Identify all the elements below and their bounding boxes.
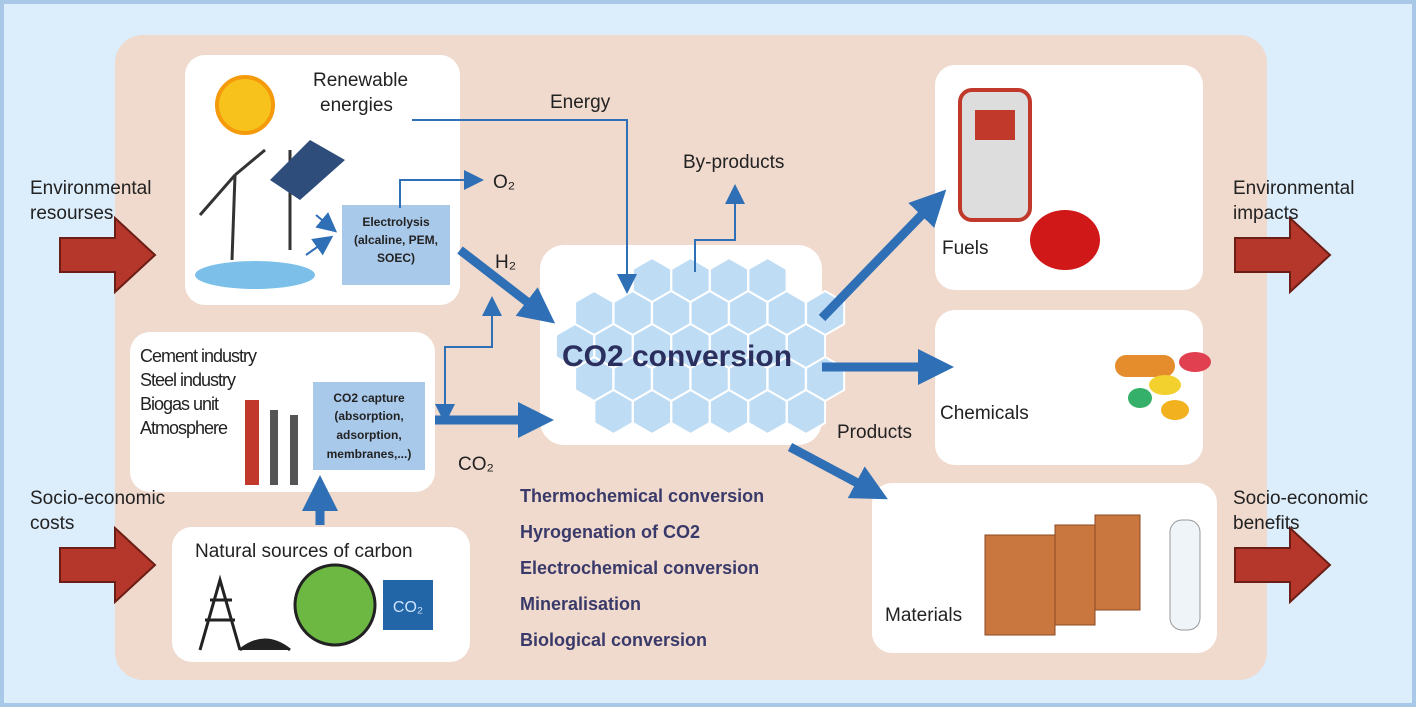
- electrolysis-label: SOEC): [377, 251, 415, 265]
- flow-label: Energy: [550, 92, 611, 113]
- source-label: Biogas unit: [140, 394, 219, 414]
- hexagon: [710, 390, 748, 434]
- hexagon: [633, 390, 671, 434]
- output-label: Fuels: [942, 238, 988, 259]
- bottle-icon: [1170, 520, 1200, 630]
- method: Mineralisation: [520, 594, 641, 614]
- hexagon: [671, 390, 709, 434]
- hexagon: [748, 390, 786, 434]
- label: Renewable: [313, 70, 408, 91]
- flow-label: CO₂: [458, 454, 494, 475]
- flow-label: By-products: [683, 152, 784, 173]
- label: Socio-economic: [30, 488, 165, 509]
- flow-label: O₂: [493, 172, 515, 193]
- label: Environmental: [30, 178, 151, 199]
- electrolysis-label: (alcaline, PEM,: [354, 233, 438, 247]
- diagram: CO₂ Environmental resourses Socio-econom…: [0, 0, 1416, 707]
- source-label: Steel industry: [140, 370, 236, 390]
- hexagon: [787, 390, 825, 434]
- electrolysis-label: Electrolysis: [362, 215, 430, 229]
- method: Hyrogenation of CO2: [520, 522, 700, 542]
- source-label: Atmosphere: [140, 418, 228, 438]
- capture-label: (absorption,: [334, 409, 403, 423]
- label: impacts: [1233, 203, 1298, 224]
- center-title: CO2 conversion: [562, 340, 792, 373]
- hexagon: [594, 390, 632, 434]
- capture-label: CO2 capture: [333, 391, 405, 405]
- label: costs: [30, 513, 74, 534]
- output-label: Materials: [885, 605, 962, 626]
- flow-label: H₂: [495, 252, 516, 273]
- method: Electrochemical conversion: [520, 558, 759, 578]
- sun-icon: [217, 77, 273, 133]
- natural-title: Natural sources of carbon: [195, 541, 413, 562]
- capture-label: adsorption,: [336, 428, 401, 442]
- label: benefits: [1233, 513, 1300, 534]
- label: Environmental: [1233, 178, 1354, 199]
- water-icon: [195, 261, 315, 289]
- co2-icon-label: CO₂: [393, 599, 423, 616]
- field-icon: [295, 565, 375, 645]
- flow-label: Products: [837, 422, 912, 443]
- label: energies: [320, 95, 393, 116]
- output-label: Chemicals: [940, 403, 1029, 424]
- capture-label: membranes,...): [327, 447, 412, 461]
- method: Biological conversion: [520, 630, 707, 650]
- label: resourses: [30, 203, 113, 224]
- label: Socio-economic: [1233, 488, 1368, 509]
- method: Thermochemical conversion: [520, 486, 764, 506]
- source-label: Cement industry: [140, 346, 257, 366]
